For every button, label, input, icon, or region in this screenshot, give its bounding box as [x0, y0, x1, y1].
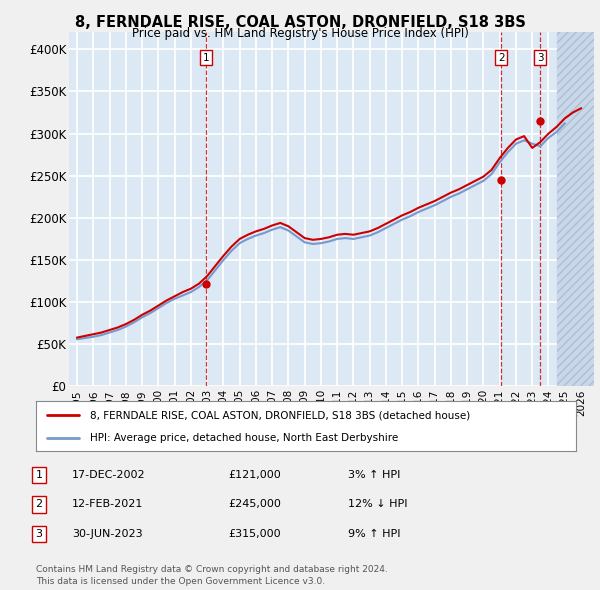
Text: 2: 2: [35, 500, 43, 509]
Bar: [557, 32, 594, 386]
Text: £121,000: £121,000: [228, 470, 281, 480]
Text: 2: 2: [498, 53, 505, 63]
Text: 8, FERNDALE RISE, COAL ASTON, DRONFIELD, S18 3BS: 8, FERNDALE RISE, COAL ASTON, DRONFIELD,…: [74, 15, 526, 30]
Text: 12% ↓ HPI: 12% ↓ HPI: [348, 500, 407, 509]
Text: 3: 3: [537, 53, 544, 63]
Bar: [557, 32, 594, 386]
Text: 3% ↑ HPI: 3% ↑ HPI: [348, 470, 400, 480]
Text: 8, FERNDALE RISE, COAL ASTON, DRONFIELD, S18 3BS (detached house): 8, FERNDALE RISE, COAL ASTON, DRONFIELD,…: [90, 410, 470, 420]
Text: 12-FEB-2021: 12-FEB-2021: [72, 500, 143, 509]
Text: 30-JUN-2023: 30-JUN-2023: [72, 529, 143, 539]
Text: £245,000: £245,000: [228, 500, 281, 509]
Text: £315,000: £315,000: [228, 529, 281, 539]
Text: This data is licensed under the Open Government Licence v3.0.: This data is licensed under the Open Gov…: [36, 577, 325, 586]
Text: HPI: Average price, detached house, North East Derbyshire: HPI: Average price, detached house, Nort…: [90, 433, 398, 443]
Text: Price paid vs. HM Land Registry's House Price Index (HPI): Price paid vs. HM Land Registry's House …: [131, 27, 469, 40]
Text: 3: 3: [35, 529, 43, 539]
Text: 1: 1: [203, 53, 209, 63]
Text: 9% ↑ HPI: 9% ↑ HPI: [348, 529, 401, 539]
Text: 17-DEC-2002: 17-DEC-2002: [72, 470, 146, 480]
Text: Contains HM Land Registry data © Crown copyright and database right 2024.: Contains HM Land Registry data © Crown c…: [36, 565, 388, 574]
Text: 1: 1: [35, 470, 43, 480]
